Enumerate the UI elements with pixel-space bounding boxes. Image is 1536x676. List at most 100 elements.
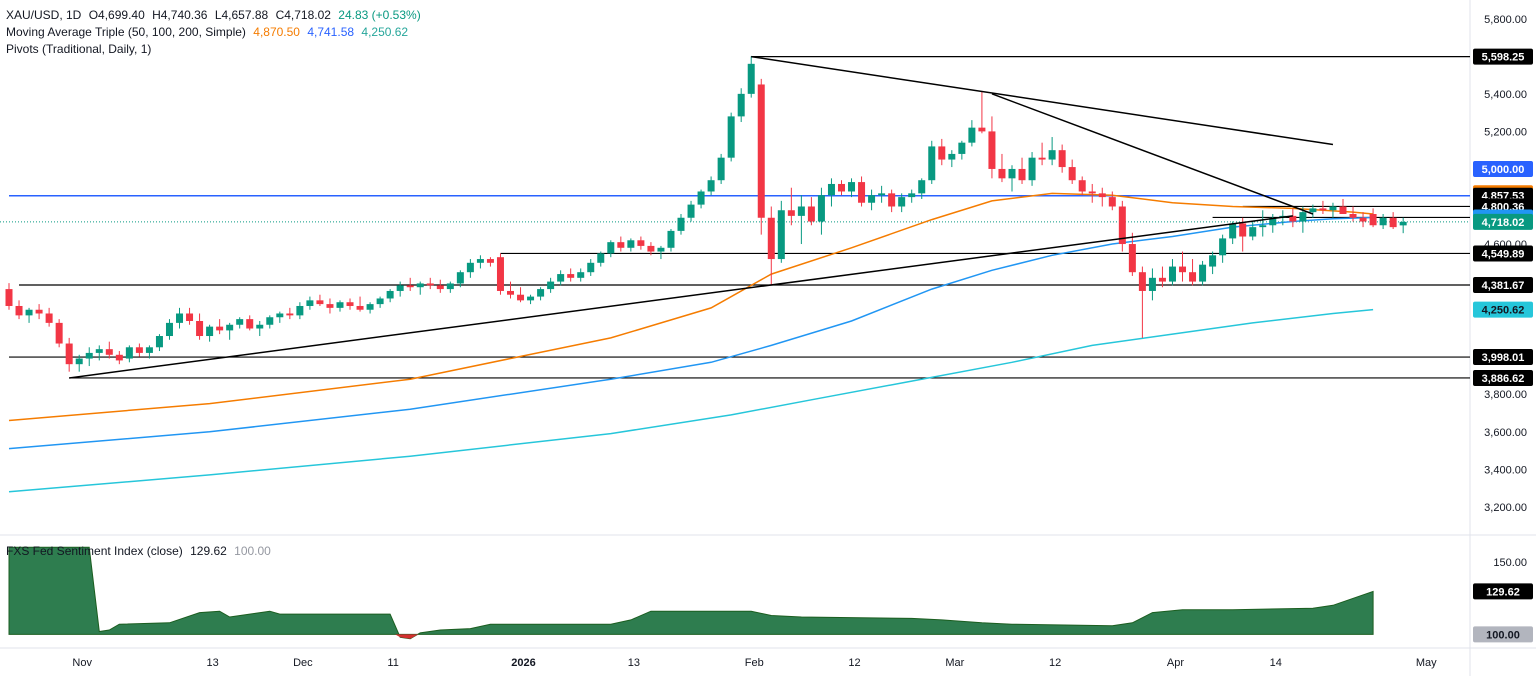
x-tick-label: Feb xyxy=(745,657,764,669)
candle-body xyxy=(757,84,765,218)
candle-body xyxy=(196,321,204,337)
ma-line-ma100 xyxy=(8,216,1374,450)
candle-body xyxy=(246,319,254,329)
x-tick-label: 12 xyxy=(848,657,860,669)
x-tick-label: 2026 xyxy=(511,657,535,669)
candle-body xyxy=(898,197,906,207)
candle-body xyxy=(316,300,324,305)
price-label: 4,250.62 xyxy=(1482,305,1525,317)
candle-body xyxy=(5,289,13,306)
ma-legend: Moving Average Triple (50, 100, 200, Sim… xyxy=(6,24,412,40)
candle-body xyxy=(496,257,504,291)
price-label-box xyxy=(1473,160,1533,177)
symbol-legend: XAU/USD, 1D O4,699.40 H4,740.36 L4,657.8… xyxy=(6,7,425,23)
candle-body xyxy=(787,210,795,216)
candle-body xyxy=(105,349,113,355)
indicator-base: 100.00 xyxy=(234,544,271,558)
candle-body xyxy=(1088,191,1096,194)
candle-body xyxy=(1098,193,1106,198)
candle-body xyxy=(426,283,434,286)
candle-body xyxy=(296,305,304,316)
trendline xyxy=(991,93,1314,215)
candle-body xyxy=(256,324,264,329)
price-label: 3,886.62 xyxy=(1482,373,1525,385)
candle-body xyxy=(1158,277,1166,282)
y-tick-label: 3,600.00 xyxy=(1484,427,1527,439)
price-label-box xyxy=(1473,349,1533,366)
candle-body xyxy=(547,281,555,290)
candle-body xyxy=(25,309,33,316)
pivots-label: Pivots (Traditional, Daily, 1) xyxy=(6,42,152,56)
indicator-label-box xyxy=(1473,626,1533,643)
candle-body xyxy=(486,259,494,263)
candle-body xyxy=(1108,197,1116,207)
candle-body xyxy=(1189,272,1197,282)
candle-body xyxy=(888,193,896,207)
candle-body xyxy=(1329,206,1337,211)
candle-body xyxy=(45,313,53,323)
price-label-box xyxy=(1473,301,1533,318)
candle-body xyxy=(968,127,976,143)
price-label: 4,718.02 xyxy=(1482,217,1525,229)
candles xyxy=(5,56,1407,372)
candle-body xyxy=(386,290,394,299)
high-value: H4,740.36 xyxy=(152,8,208,22)
ma200-value: 4,250.62 xyxy=(361,25,409,39)
candle-body xyxy=(165,322,173,337)
candle-body xyxy=(1168,266,1176,282)
ma100-value: 4,741.58 xyxy=(307,25,355,39)
candle-body xyxy=(587,262,595,273)
candle-body xyxy=(1249,227,1257,237)
candle-body xyxy=(1068,167,1076,181)
candle-body xyxy=(1339,206,1347,214)
x-tick-label: 13 xyxy=(206,657,218,669)
candle-body xyxy=(807,206,815,222)
candle-body xyxy=(837,183,845,192)
candle-body xyxy=(1389,217,1397,228)
pivots-legend: Pivots (Traditional, Daily, 1) xyxy=(6,41,155,57)
indicator-negative-area xyxy=(395,634,419,639)
candle-body xyxy=(827,183,835,196)
x-tick-label: May xyxy=(1416,657,1437,669)
candle-body xyxy=(1319,208,1327,211)
candle-body xyxy=(125,347,133,359)
candle-body xyxy=(1008,168,1016,179)
symbol-name: XAU/USD, 1D xyxy=(6,8,82,22)
candle-body xyxy=(476,259,484,263)
candle-body xyxy=(1118,206,1126,245)
candle-body xyxy=(958,142,966,154)
candle-body xyxy=(707,180,715,192)
candle-body xyxy=(366,304,374,310)
candle-body xyxy=(356,305,364,310)
candle-body xyxy=(1229,223,1237,239)
candle-body xyxy=(978,127,986,132)
candle-body xyxy=(1289,215,1297,222)
close-value: C4,718.02 xyxy=(275,8,331,22)
low-value: L4,657.88 xyxy=(214,8,269,22)
candle-body xyxy=(1369,214,1377,226)
candle-body xyxy=(306,300,314,306)
y-tick-label: 3,800.00 xyxy=(1484,389,1527,401)
candle-body xyxy=(15,305,23,316)
y-tick-label: 5,800.00 xyxy=(1484,14,1527,26)
x-tick-label: Nov xyxy=(72,657,92,669)
candle-body xyxy=(1299,212,1307,222)
candle-body xyxy=(727,116,735,158)
price-label: 4,549.89 xyxy=(1482,248,1525,260)
candle-body xyxy=(1399,221,1407,226)
candle-body xyxy=(637,240,645,246)
candle-body xyxy=(115,354,123,361)
indicator-value-label: 100.00 xyxy=(1486,629,1520,641)
price-label: 5,598.25 xyxy=(1482,52,1525,64)
candle-body xyxy=(206,326,214,337)
candle-body xyxy=(948,153,956,160)
indicator-label-box xyxy=(1473,583,1533,600)
candle-body xyxy=(1018,168,1026,181)
candle-body xyxy=(1239,223,1247,237)
candle-body xyxy=(507,290,514,295)
candle-body xyxy=(1138,272,1146,291)
candle-body xyxy=(216,326,224,331)
candle-body xyxy=(717,157,725,181)
candle-body xyxy=(95,349,103,353)
indicator-area xyxy=(8,546,1374,640)
